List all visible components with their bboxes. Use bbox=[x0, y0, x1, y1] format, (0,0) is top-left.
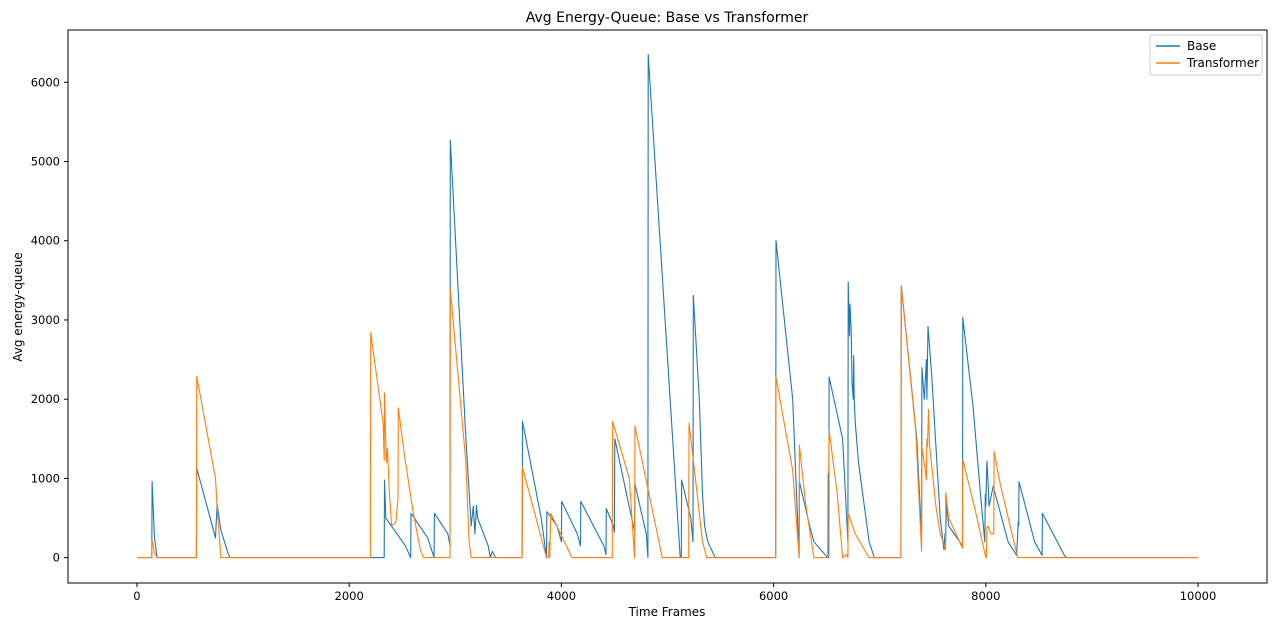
y-tick-label: 4000 bbox=[31, 234, 60, 248]
x-tick-label: 6000 bbox=[759, 589, 788, 603]
plot-frame bbox=[67, 29, 1268, 584]
y-axis-label: Avg energy-queue bbox=[11, 252, 25, 362]
x-tick-label: 8000 bbox=[971, 589, 1000, 603]
y-tick-label: 0 bbox=[53, 551, 60, 565]
y-tick-label: 1000 bbox=[31, 471, 60, 485]
y-tick-label: 6000 bbox=[31, 75, 60, 89]
y-tick-label: 3000 bbox=[31, 313, 60, 327]
x-axis-label: Time Frames bbox=[628, 605, 706, 619]
series-line-transformer bbox=[137, 285, 1198, 559]
y-tick-label: 2000 bbox=[31, 392, 60, 406]
series-layer bbox=[137, 54, 1198, 559]
x-tick-label: 4000 bbox=[547, 589, 576, 603]
y-axis: 0 1000 2000 3000 4000 5000 6000 bbox=[31, 75, 68, 565]
chart-title: Avg Energy-Queue: Base vs Transformer bbox=[526, 10, 809, 26]
legend-label-base: Base bbox=[1187, 39, 1216, 53]
x-tick-label: 10000 bbox=[1180, 589, 1217, 603]
x-axis: 0 2000 4000 6000 8000 10000 bbox=[133, 583, 1216, 603]
y-tick-label: 5000 bbox=[31, 155, 60, 169]
legend: Base Transformer bbox=[1149, 34, 1263, 76]
legend-box bbox=[1149, 34, 1263, 76]
x-tick-label: 2000 bbox=[335, 589, 364, 603]
legend-label-transformer: Transformer bbox=[1186, 56, 1259, 70]
x-tick-label: 0 bbox=[133, 589, 140, 603]
